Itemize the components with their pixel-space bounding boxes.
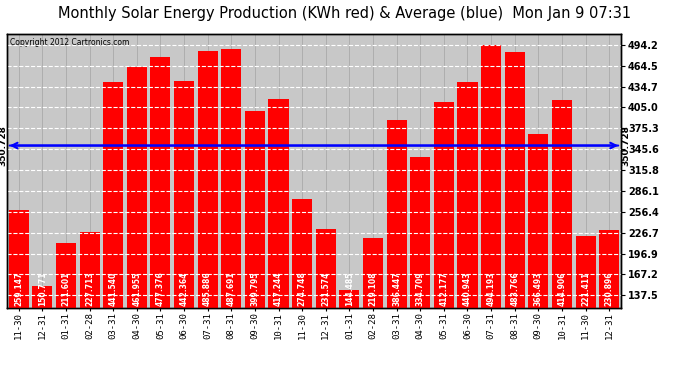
Text: 366.493: 366.493 — [534, 272, 543, 306]
Text: 483.766: 483.766 — [510, 272, 519, 306]
Text: 494.193: 494.193 — [486, 272, 495, 306]
Bar — [79, 232, 99, 375]
Bar — [363, 238, 383, 375]
Text: 334.709: 334.709 — [416, 272, 425, 306]
Bar — [575, 236, 595, 375]
Bar — [316, 229, 336, 375]
Bar — [245, 111, 265, 375]
Bar — [127, 68, 147, 375]
Bar — [339, 290, 359, 375]
Text: 414.906: 414.906 — [558, 272, 566, 306]
Text: 274.748: 274.748 — [297, 272, 306, 306]
Text: 441.540: 441.540 — [109, 272, 118, 306]
Bar — [481, 45, 501, 375]
Text: 144.485: 144.485 — [345, 272, 354, 306]
Bar — [56, 243, 76, 375]
Bar — [150, 57, 170, 375]
Bar — [599, 230, 619, 375]
Bar — [529, 135, 549, 375]
Text: 440.943: 440.943 — [463, 272, 472, 306]
Text: 221.411: 221.411 — [581, 272, 590, 306]
Text: 487.691: 487.691 — [227, 272, 236, 306]
Text: 231.574: 231.574 — [322, 272, 331, 306]
Text: 227.713: 227.713 — [85, 272, 94, 306]
Text: 417.244: 417.244 — [274, 272, 283, 306]
Text: 461.955: 461.955 — [132, 272, 141, 306]
Bar — [504, 52, 525, 375]
Bar — [410, 157, 431, 375]
Text: 350.728: 350.728 — [621, 125, 630, 166]
Bar — [221, 50, 242, 375]
Bar — [292, 199, 312, 375]
Text: 442.364: 442.364 — [179, 272, 188, 306]
Bar — [552, 100, 572, 375]
Text: 350.728: 350.728 — [0, 125, 7, 166]
Bar — [9, 210, 29, 375]
Bar — [268, 99, 288, 375]
Bar — [32, 286, 52, 375]
Text: 230.896: 230.896 — [604, 272, 613, 306]
Bar — [386, 120, 406, 375]
Text: 399.795: 399.795 — [250, 272, 259, 306]
Text: 386.447: 386.447 — [392, 272, 401, 306]
Bar — [197, 51, 218, 375]
Text: 211.601: 211.601 — [61, 272, 70, 306]
Bar — [174, 81, 194, 375]
Text: 412.177: 412.177 — [440, 272, 449, 306]
Text: Copyright 2012 Cartronics.com: Copyright 2012 Cartronics.com — [10, 38, 129, 47]
Text: 150.771: 150.771 — [38, 272, 47, 306]
Text: 485.886: 485.886 — [203, 272, 212, 306]
Bar — [434, 102, 454, 375]
Text: 219.108: 219.108 — [368, 272, 377, 306]
Text: Monthly Solar Energy Production (KWh red) & Average (blue)  Mon Jan 9 07:31: Monthly Solar Energy Production (KWh red… — [59, 6, 631, 21]
Text: 259.147: 259.147 — [14, 272, 23, 306]
Text: 477.376: 477.376 — [156, 272, 165, 306]
Bar — [103, 82, 124, 375]
Bar — [457, 82, 477, 375]
